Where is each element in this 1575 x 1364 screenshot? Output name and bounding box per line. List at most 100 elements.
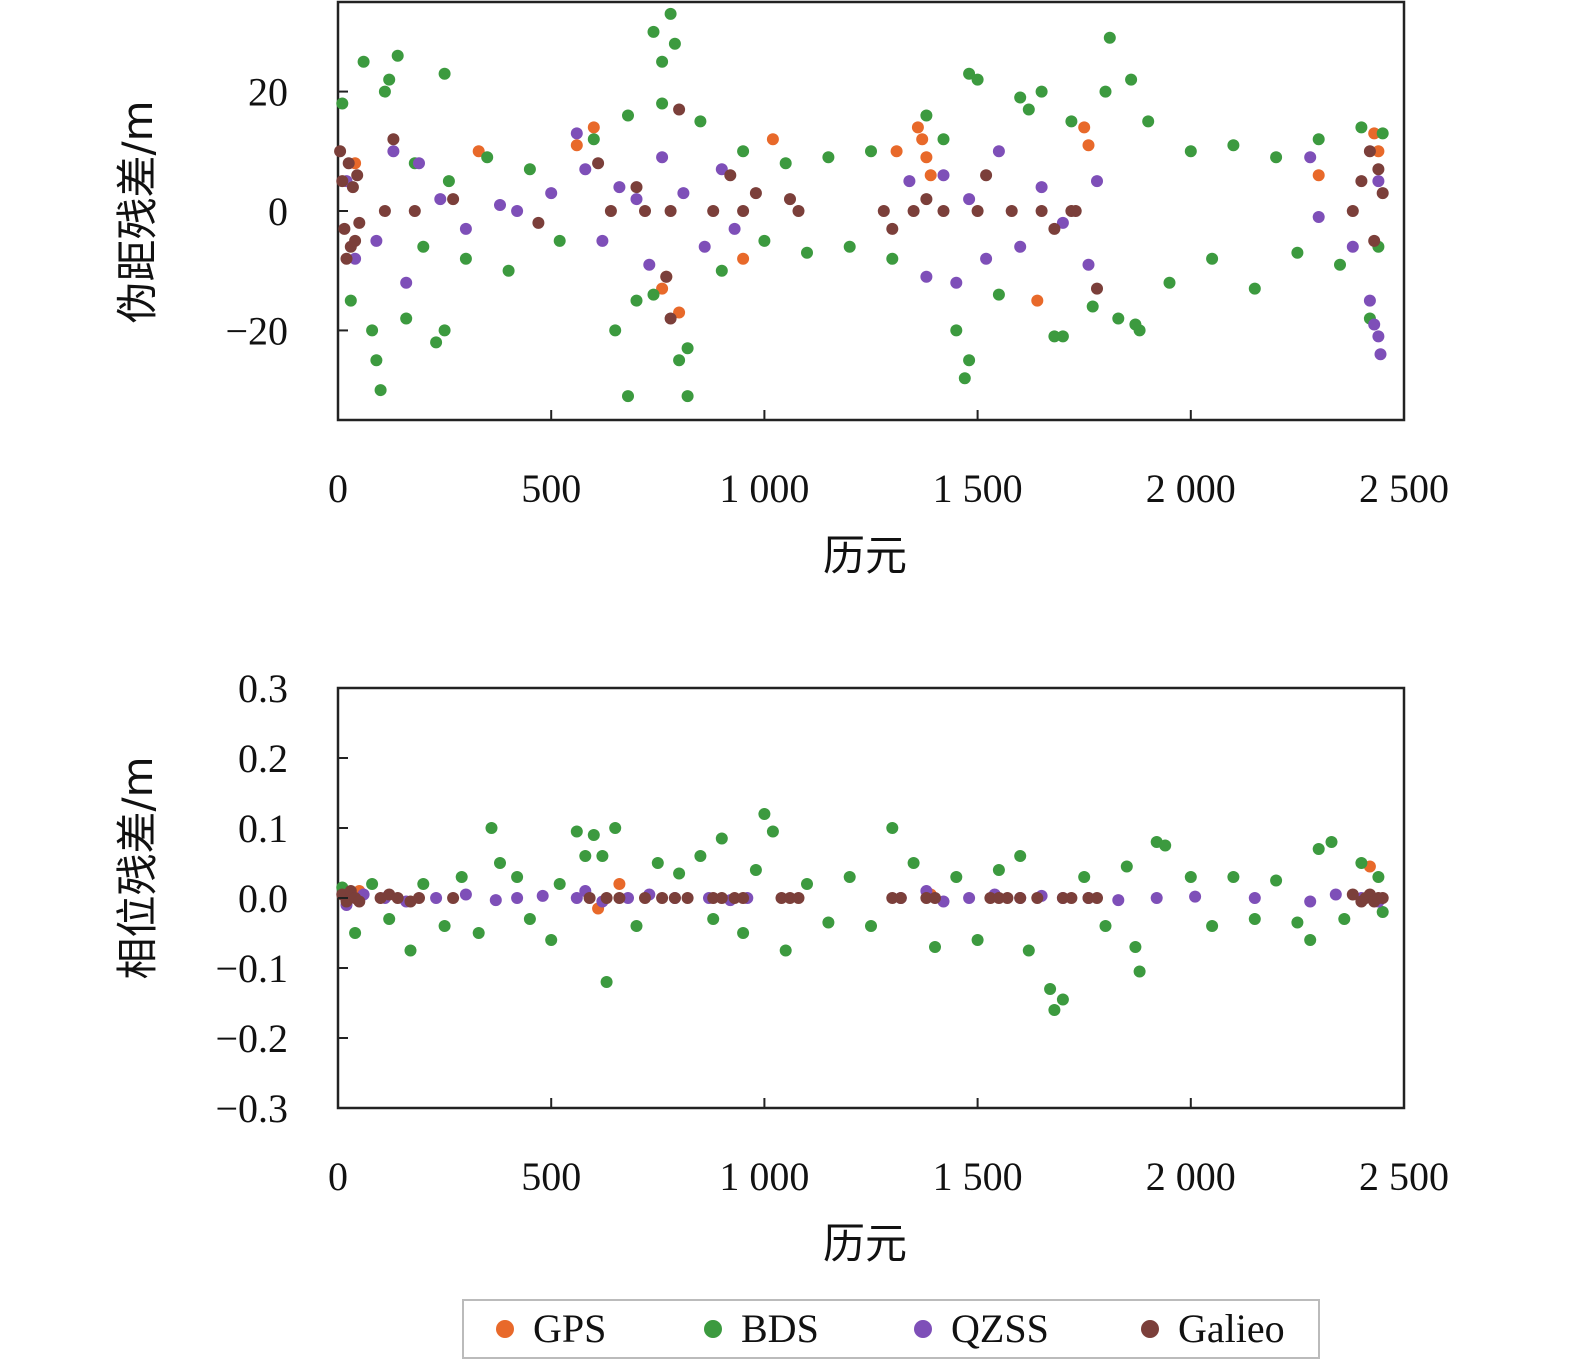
point-bds: [438, 67, 451, 80]
series-qzss: [340, 127, 1387, 361]
point-qzss: [1091, 175, 1103, 188]
point-bds: [1120, 860, 1133, 873]
point-bds: [779, 944, 792, 957]
y-tick-label: 0: [268, 189, 288, 234]
point-bds: [481, 151, 494, 164]
point-galieo: [639, 892, 651, 904]
point-bds: [378, 85, 391, 98]
point-bds: [822, 151, 835, 164]
point-galieo: [992, 892, 1005, 904]
point-galieo: [707, 205, 720, 217]
y-axis-title: 相位残差/m: [113, 756, 162, 979]
y-tick-label: −0.1: [215, 946, 288, 991]
legend-marker: [1141, 1320, 1159, 1338]
scatter-marks: [336, 808, 1389, 1016]
point-bds: [1014, 850, 1027, 862]
point-galieo: [668, 892, 681, 904]
point-galieo: [737, 892, 750, 904]
point-galieo: [660, 270, 673, 283]
point-bds: [694, 850, 707, 862]
point-gps: [1312, 169, 1325, 182]
point-bds: [1338, 913, 1351, 925]
point-gps: [587, 121, 600, 134]
point-bds: [963, 354, 976, 367]
point-qzss: [536, 889, 549, 902]
point-qzss: [980, 252, 993, 265]
point-qzss: [570, 892, 583, 904]
point-galieo: [387, 133, 400, 146]
point-galieo: [894, 892, 907, 904]
point-bds: [801, 246, 813, 259]
point-galieo: [1091, 892, 1103, 904]
point-bds: [1248, 282, 1261, 295]
point-bds: [430, 336, 443, 349]
point-bds: [1056, 993, 1069, 1006]
point-bds: [349, 927, 362, 939]
x-axis-title: 历元: [823, 1219, 907, 1268]
point-bds: [1163, 276, 1176, 289]
point-qzss: [570, 127, 583, 140]
point-galieo: [353, 216, 366, 229]
point-bds: [630, 920, 643, 932]
point-galieo: [1346, 888, 1359, 901]
point-galieo: [775, 892, 788, 904]
point-bds: [1227, 139, 1240, 152]
series-bds: [336, 7, 1389, 403]
point-gps: [911, 121, 924, 134]
point-galieo: [592, 157, 605, 170]
point-bds: [502, 264, 515, 277]
point-qzss: [698, 240, 711, 253]
point-qzss: [370, 234, 383, 247]
point-bds: [357, 55, 370, 68]
point-bds: [647, 25, 660, 38]
point-bds: [1065, 115, 1078, 128]
point-gps: [472, 145, 485, 158]
point-qzss: [1372, 175, 1385, 188]
point-bds: [822, 916, 835, 929]
point-qzss: [1112, 894, 1125, 907]
point-bds: [651, 857, 664, 869]
point-qzss: [430, 892, 443, 904]
point-qzss: [622, 892, 634, 904]
point-bds: [737, 145, 750, 158]
point-qzss: [1056, 216, 1069, 229]
point-galieo: [784, 193, 796, 206]
point-qzss: [1304, 895, 1317, 908]
point-bds: [673, 867, 686, 880]
x-tick-label: 2 000: [1146, 466, 1236, 511]
point-bds: [1227, 871, 1240, 883]
point-bds: [992, 864, 1005, 876]
point-bds: [442, 175, 455, 188]
point-bds: [1159, 839, 1172, 852]
point-galieo: [1376, 892, 1389, 904]
point-bds: [344, 294, 357, 307]
x-tick-label: 2 500: [1359, 466, 1449, 511]
legend-marker: [496, 1320, 514, 1338]
point-qzss: [459, 888, 472, 901]
point-bds: [1372, 871, 1385, 883]
y-tick-label: 0.2: [238, 736, 288, 781]
point-galieo: [1091, 282, 1103, 295]
point-qzss: [963, 892, 976, 904]
point-galieo: [1355, 175, 1368, 188]
point-qzss: [1248, 892, 1261, 904]
point-bds: [656, 55, 669, 68]
point-bds: [630, 294, 643, 307]
point-galieo: [1005, 205, 1018, 217]
point-bds: [907, 857, 920, 869]
point-bds: [1022, 103, 1035, 116]
point-bds: [404, 944, 417, 957]
point-bds: [383, 913, 396, 925]
point-gps: [613, 878, 626, 890]
point-galieo: [980, 169, 993, 182]
point-bds: [1270, 874, 1283, 887]
point-bds: [366, 324, 379, 337]
point-bds: [1206, 920, 1219, 932]
point-bds: [609, 822, 622, 834]
point-galieo: [351, 169, 364, 182]
point-qzss: [630, 193, 643, 206]
point-gps: [924, 169, 937, 182]
carrier-phase-residual-chart: 0 500 1 000 1 500 2 000 2 500 −0.3 −0.2 −0.1 0.0…: [113, 666, 1449, 1268]
point-galieo: [1363, 145, 1376, 158]
point-bds: [596, 850, 609, 862]
